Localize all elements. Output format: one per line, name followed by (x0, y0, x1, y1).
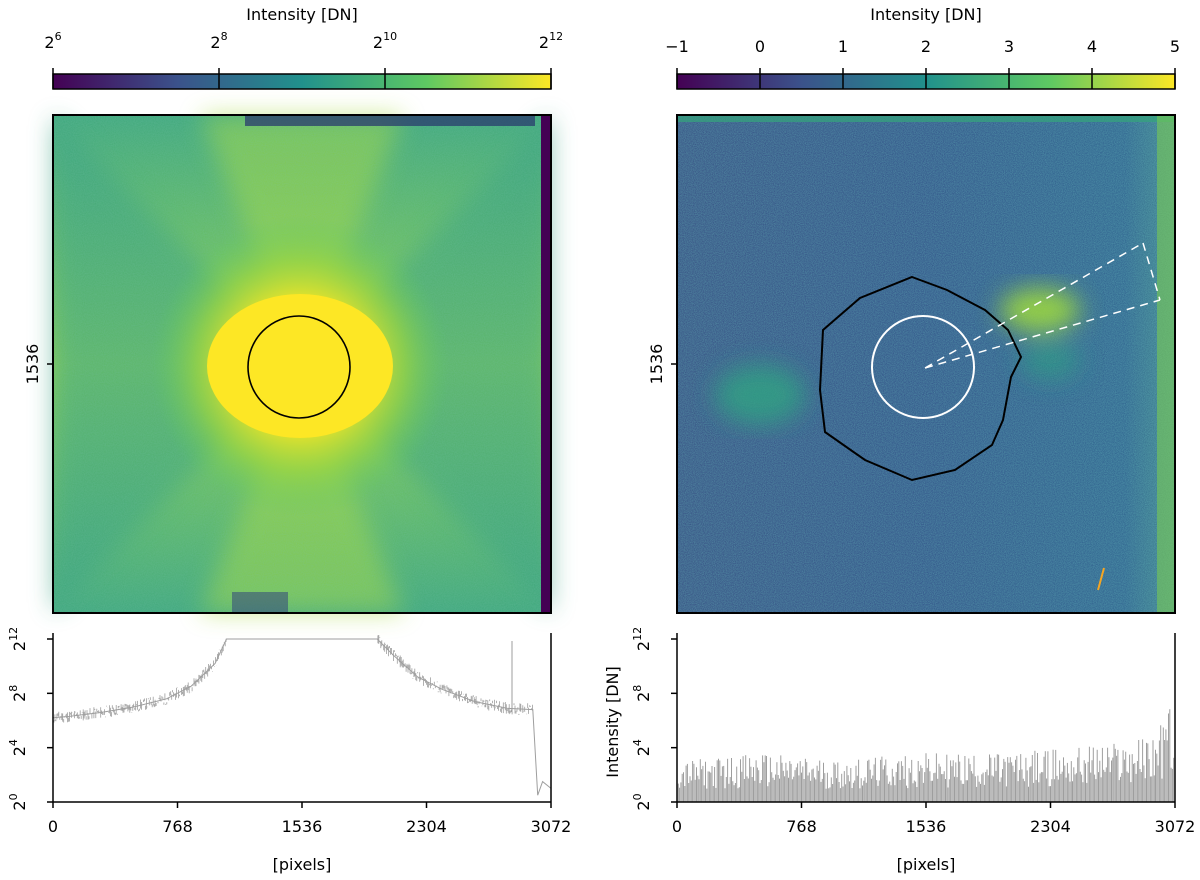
left-colorbar-tick-label: 28 (210, 30, 227, 52)
left-colorbar-gradient (52, 73, 552, 90)
left-image-bottom-dark-spot (232, 592, 288, 612)
xtick-label: 2304 (1030, 817, 1071, 836)
xtick-label: 3072 (531, 817, 572, 836)
right-image-top-band (678, 116, 1174, 122)
ytick-label: 28 (7, 685, 29, 702)
left-colorbar-tick-label: 26 (44, 30, 61, 52)
left-image-top-dark-band (245, 116, 535, 126)
xtick-label: 2304 (406, 817, 447, 836)
left-colorbar-tick-label: 212 (539, 30, 563, 52)
ytick-label: 24 (631, 739, 653, 756)
right-colorbar-ticks: −1 0 1 2 3 4 5 (665, 37, 1180, 89)
right-image-emission (715, 288, 1080, 425)
right-colorbar-tick-label: 0 (755, 37, 765, 56)
right-image-streak (1097, 567, 1105, 591)
right-image-right-glow (1020, 340, 1080, 380)
xtick-label: 0 (48, 817, 58, 836)
left-colorbar-label: Intensity [DN] (246, 5, 358, 24)
left-profile-yticks: 20 24 28 212 (7, 627, 53, 811)
left-colorbar-ticks: 26 28 210 212 (44, 30, 563, 89)
ytick-label: 20 (631, 793, 653, 810)
left-profile-noise (52, 635, 533, 723)
left-profile-line (52, 638, 552, 796)
right-image-ytick-label: 1536 (647, 344, 666, 385)
right-profile-ylabel: Intensity [DN] (603, 666, 622, 778)
right-colorbar: Intensity [DN] −1 0 1 2 3 4 5 (665, 5, 1180, 90)
right-profile-panel: 0 768 1536 2304 3072 20 24 28 212 Intensity [DN… (603, 627, 1195, 874)
right-colorbar-tick-label: 5 (1170, 37, 1180, 56)
right-profile-xticks: 0 768 1536 2304 3072 (672, 802, 1195, 836)
right-image-right-edge-band (1157, 116, 1174, 612)
ytick-label: 212 (631, 627, 653, 651)
right-profile-yticks: 20 24 28 212 (631, 627, 677, 811)
right-colorbar-label: Intensity [DN] (870, 5, 982, 24)
right-image-left-glow (715, 365, 805, 425)
right-image-bright-patch (1000, 288, 1080, 332)
right-image-panel: 1536 (647, 114, 1176, 614)
right-colorbar-tick-label: 4 (1087, 37, 1097, 56)
left-colorbar: Intensity [DN] 26 28 210 212 (44, 5, 563, 90)
left-image-right-edge-strip (541, 116, 550, 612)
right-image-contour (818, 275, 1023, 482)
left-image-panel: 1536 (23, 114, 552, 614)
right-profile-xlabel: [pixels] (897, 855, 956, 874)
right-profile-bars (676, 709, 1176, 802)
left-profile-xlabel: [pixels] (273, 855, 332, 874)
right-colorbar-tick-label: −1 (665, 37, 689, 56)
xtick-label: 1536 (282, 817, 323, 836)
left-image-circle (247, 315, 351, 419)
xtick-label: 768 (162, 817, 193, 836)
ytick-label: 212 (7, 627, 29, 651)
left-image-ytick-label: 1536 (23, 344, 42, 385)
xtick-label: 0 (672, 817, 682, 836)
ytick-label: 24 (7, 739, 29, 756)
left-profile-xticks: 0 768 1536 2304 3072 (48, 802, 571, 836)
right-image-circle (871, 315, 975, 419)
xtick-label: 3072 (1155, 817, 1196, 836)
left-colorbar-tick-label: 210 (373, 30, 397, 52)
right-image-dashed-wedge (924, 242, 1161, 369)
xtick-label: 1536 (906, 817, 947, 836)
ytick-label: 28 (631, 685, 653, 702)
right-colorbar-tick-label: 1 (838, 37, 848, 56)
left-image-saturated-core (207, 294, 393, 438)
xtick-label: 768 (786, 817, 817, 836)
right-image-noise (677, 115, 1175, 613)
left-profile-panel: 0 768 1536 2304 3072 20 24 28 212 [pixels] (7, 627, 571, 874)
ytick-label: 20 (7, 793, 29, 810)
right-colorbar-tick-label: 3 (1004, 37, 1014, 56)
right-colorbar-tick-label: 2 (921, 37, 931, 56)
